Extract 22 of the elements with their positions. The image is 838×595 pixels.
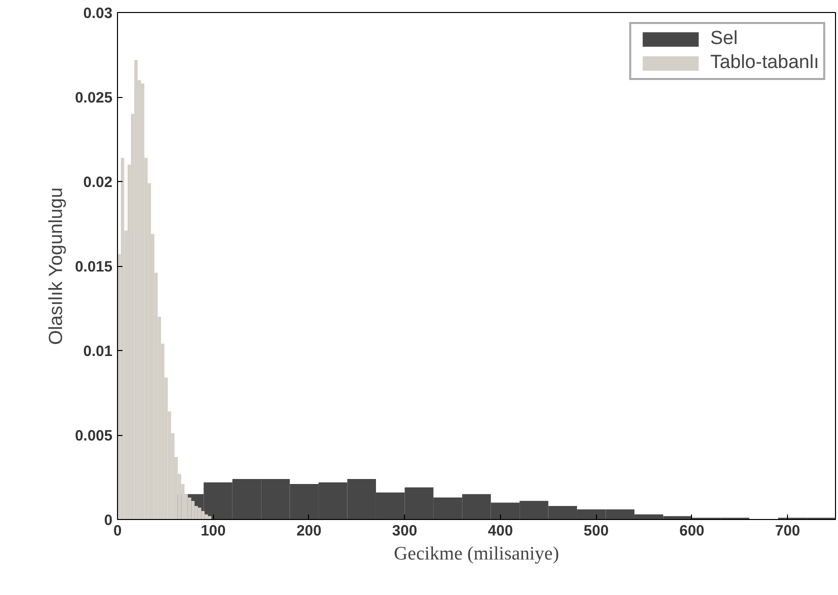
x-tick-label: 100 (200, 522, 226, 540)
bar (208, 516, 212, 520)
y-tick-label: 0.03 (83, 5, 113, 22)
legend-label: Sel (710, 28, 738, 50)
bar (198, 508, 202, 520)
x-tick-label: 400 (488, 522, 513, 540)
y-tick-label: 0 (104, 512, 112, 529)
x-axis-title: Gecikme (milisaniye) (394, 544, 560, 564)
x-tick-label: 500 (584, 522, 609, 540)
y-tick-label: 0.02 (83, 174, 113, 191)
x-tick-label: 600 (679, 522, 704, 540)
x-tick-label: 700 (775, 522, 800, 540)
y-axis-title: Olasılık Yogunlugu (46, 187, 67, 345)
y-tick-label: 0.015 (74, 258, 113, 276)
bar (191, 500, 195, 520)
y-tick-label: 0.025 (74, 90, 113, 106)
y-tick-label: 0.01 (83, 343, 113, 360)
legend-label: Tablo-tabanlı (710, 52, 819, 74)
bar (204, 514, 208, 520)
y-tick-label: 0.005 (74, 428, 113, 444)
x-tick-label: 200 (296, 522, 322, 540)
x-tick-label: 300 (392, 522, 418, 540)
